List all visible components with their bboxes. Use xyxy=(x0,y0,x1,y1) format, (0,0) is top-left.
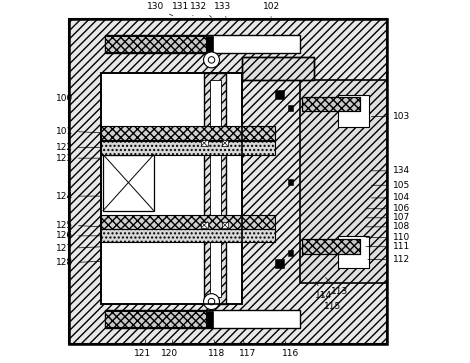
Text: 124: 124 xyxy=(56,192,101,201)
Bar xyxy=(105,311,206,327)
Bar xyxy=(242,57,314,81)
Bar xyxy=(275,90,284,98)
Text: 133: 133 xyxy=(214,2,231,17)
Bar xyxy=(289,250,293,256)
Bar xyxy=(103,155,154,211)
Text: 131: 131 xyxy=(172,2,193,16)
Bar xyxy=(102,126,275,140)
Text: 112: 112 xyxy=(368,255,410,264)
Bar xyxy=(102,141,275,155)
Bar xyxy=(105,35,300,53)
Circle shape xyxy=(204,52,219,68)
Text: 108: 108 xyxy=(366,222,410,231)
Bar xyxy=(201,222,208,228)
Text: 100: 100 xyxy=(56,94,78,103)
Bar xyxy=(300,81,387,283)
Text: 134: 134 xyxy=(371,166,410,175)
Text: 122: 122 xyxy=(56,143,101,152)
Text: 130: 130 xyxy=(147,2,173,16)
Bar xyxy=(275,259,284,268)
Bar xyxy=(105,310,300,328)
Text: 106: 106 xyxy=(366,204,410,213)
Circle shape xyxy=(204,294,219,310)
Bar xyxy=(69,19,387,344)
Text: 126: 126 xyxy=(56,231,101,240)
Text: 132: 132 xyxy=(190,2,212,17)
Bar xyxy=(302,240,360,254)
Bar xyxy=(302,240,360,254)
Text: 125: 125 xyxy=(56,220,101,229)
Bar xyxy=(242,57,314,81)
Text: 110: 110 xyxy=(366,233,410,242)
Bar xyxy=(210,81,220,297)
Text: 123: 123 xyxy=(56,154,101,163)
Bar xyxy=(338,236,368,268)
Bar xyxy=(206,36,212,53)
Text: 105: 105 xyxy=(371,181,410,190)
Bar xyxy=(102,215,275,229)
Bar xyxy=(204,73,226,305)
Text: 107: 107 xyxy=(366,213,410,222)
Text: 113: 113 xyxy=(326,278,348,296)
Bar xyxy=(102,73,242,305)
Text: 102: 102 xyxy=(263,2,280,17)
Bar xyxy=(338,95,368,127)
Text: 114: 114 xyxy=(315,282,332,300)
Text: 118: 118 xyxy=(208,340,226,358)
Bar xyxy=(105,36,206,52)
Circle shape xyxy=(208,57,215,63)
Text: 121: 121 xyxy=(134,340,151,358)
Bar xyxy=(201,140,208,146)
Text: 103: 103 xyxy=(371,112,410,121)
Bar xyxy=(69,19,387,344)
Text: 101: 101 xyxy=(56,127,101,135)
Bar xyxy=(222,222,228,228)
Bar xyxy=(206,311,212,328)
Bar xyxy=(102,229,275,242)
Bar xyxy=(222,140,228,146)
Text: 120: 120 xyxy=(161,340,179,358)
Text: 128: 128 xyxy=(56,258,101,268)
Text: 115: 115 xyxy=(322,294,341,311)
Bar xyxy=(289,105,293,111)
Text: 117: 117 xyxy=(239,340,256,358)
Circle shape xyxy=(208,298,215,305)
Bar xyxy=(102,73,242,305)
Text: 116: 116 xyxy=(282,341,300,358)
Bar xyxy=(302,97,360,111)
Bar xyxy=(302,97,360,111)
Text: 111: 111 xyxy=(366,242,410,251)
Bar xyxy=(289,179,293,185)
Text: 127: 127 xyxy=(56,244,101,253)
Text: 104: 104 xyxy=(371,193,410,203)
